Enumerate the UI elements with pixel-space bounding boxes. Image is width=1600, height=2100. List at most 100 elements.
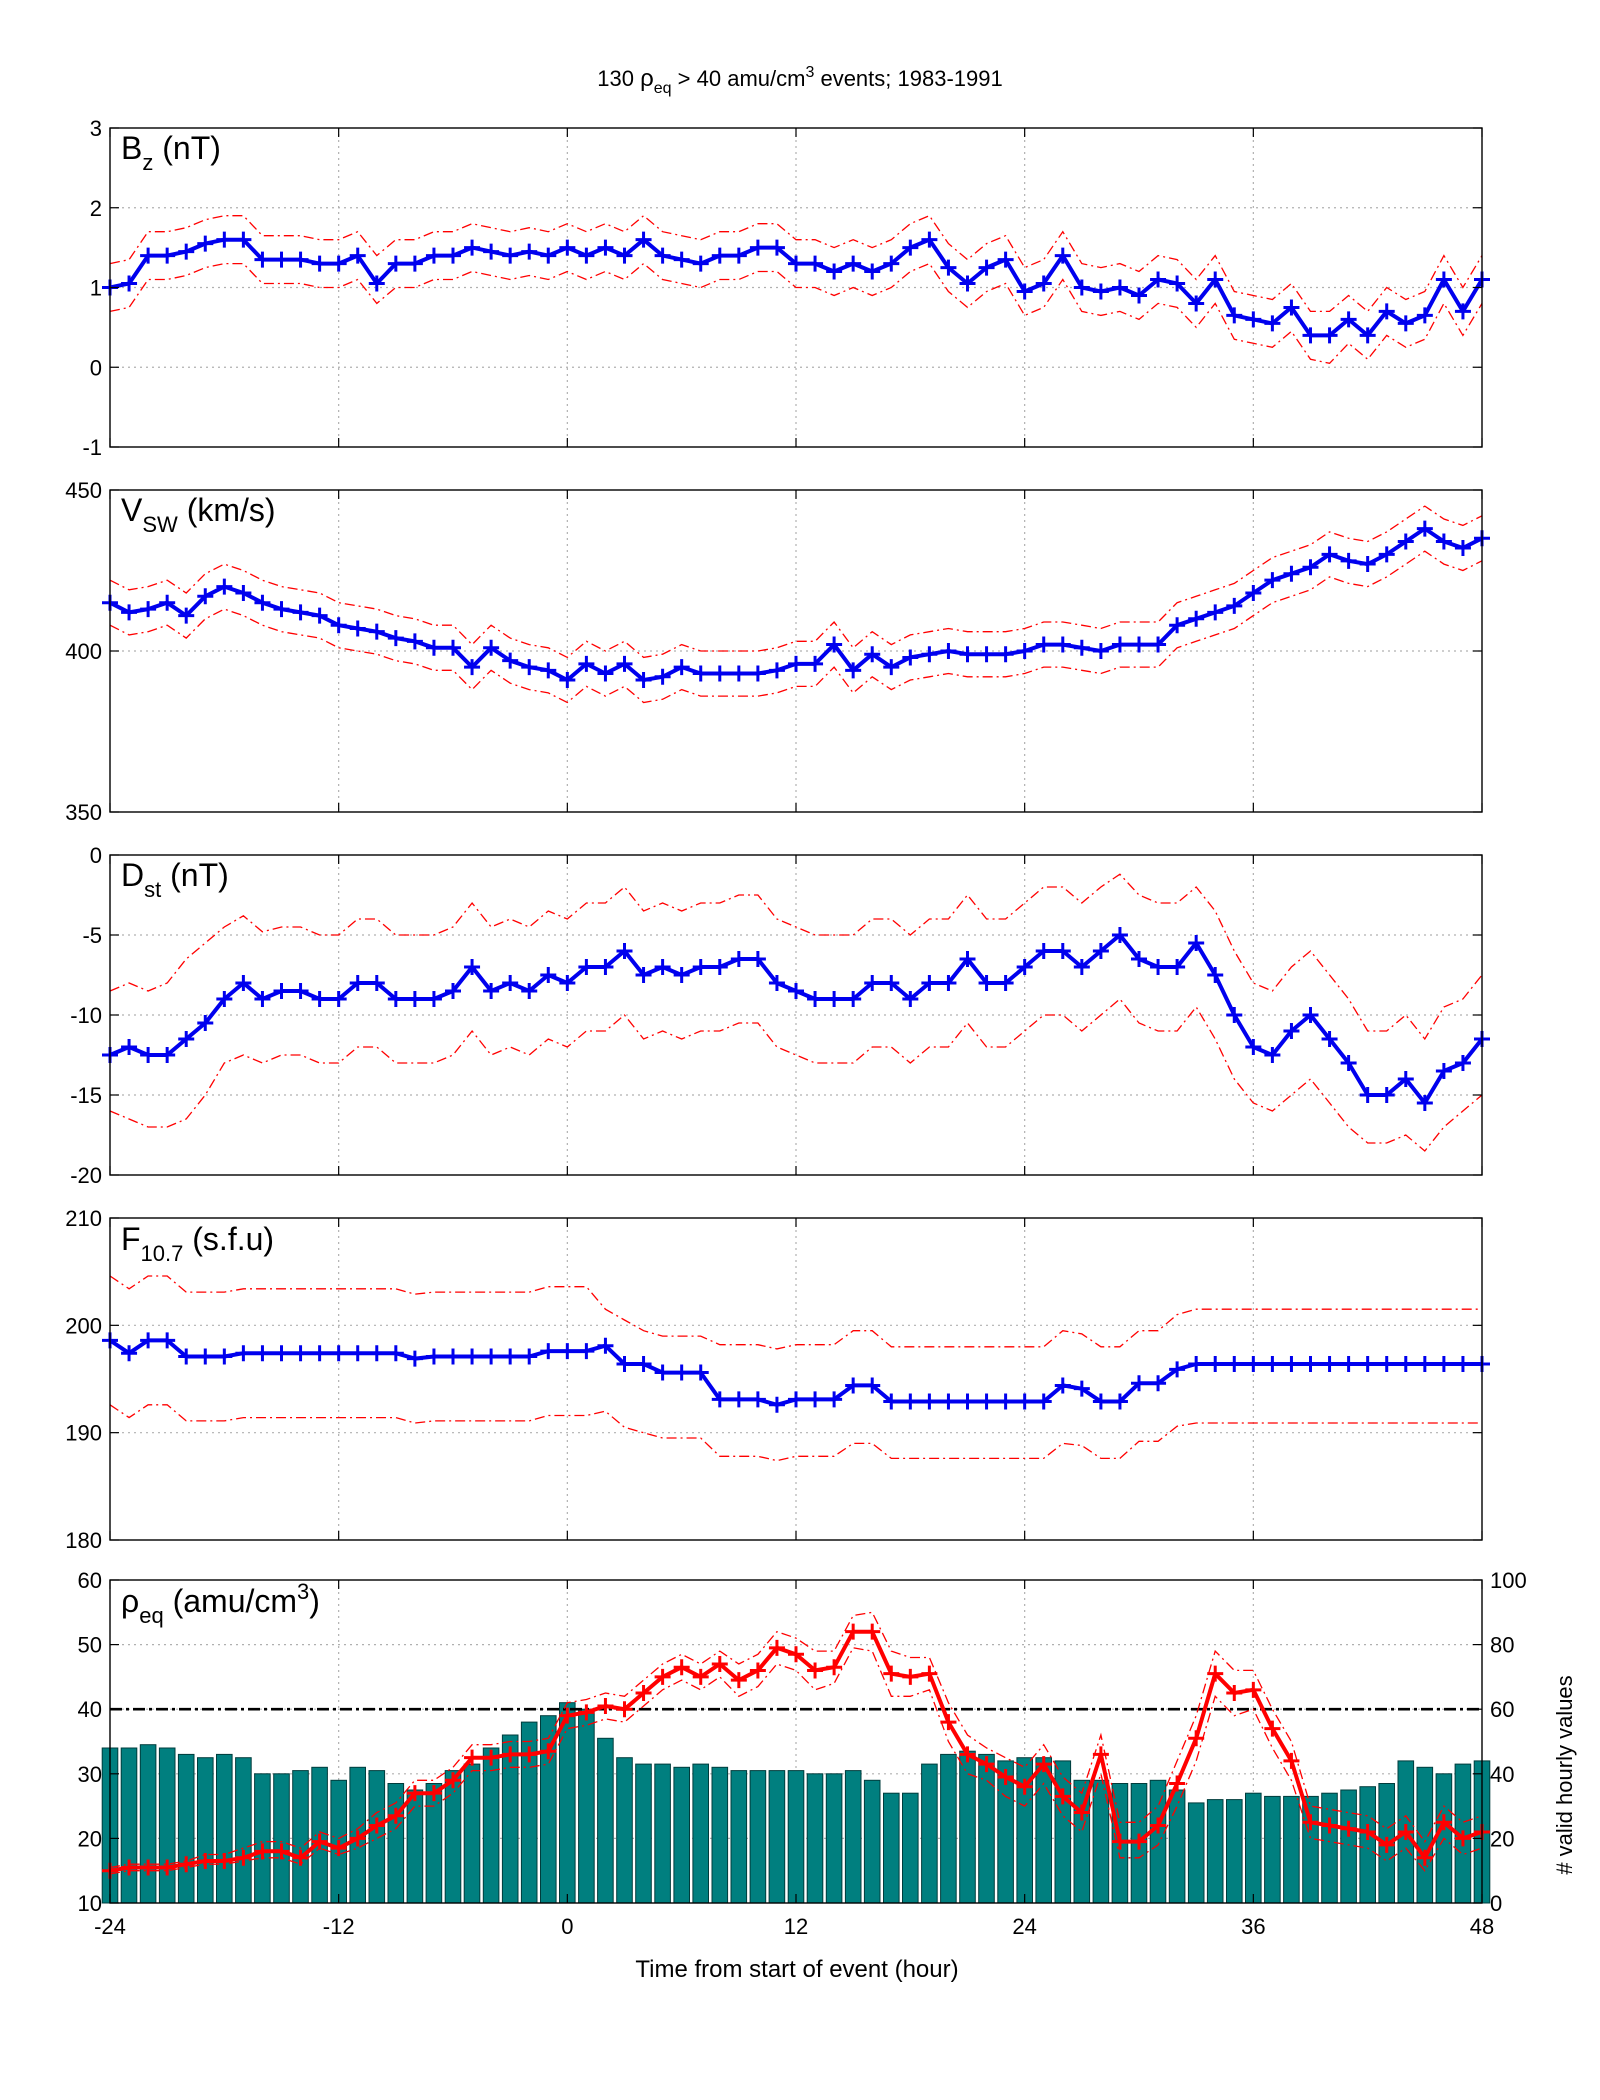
- data-point: [921, 646, 938, 663]
- data-point: [902, 239, 919, 256]
- data-point: [1111, 1393, 1128, 1410]
- data-point: [1188, 1355, 1205, 1372]
- y-tick-label: 200: [65, 1313, 102, 1338]
- data-point: [1302, 559, 1319, 576]
- panel-rho-label-rest: (amu/cm: [164, 1583, 297, 1619]
- data-point: [730, 951, 747, 967]
- lower-bound-line: [109, 998, 1483, 1152]
- data-point: [1150, 271, 1167, 288]
- data-point: [178, 1348, 195, 1365]
- data-point: [768, 662, 785, 679]
- data-point: [140, 601, 157, 618]
- data-point: [1073, 279, 1090, 296]
- data-point: [292, 251, 309, 268]
- data-point: [559, 671, 576, 688]
- data-point: [406, 991, 423, 1007]
- data-point: [483, 639, 500, 656]
- panel-f107-label: F10.7 (s.f.u): [121, 1221, 274, 1266]
- data-point: [1169, 617, 1186, 634]
- y2-axis-label: # valid hourly values: [1552, 1675, 1577, 1874]
- panel-f107-label-main: F: [121, 1221, 141, 1257]
- data-point: [425, 1348, 442, 1365]
- data-point: [559, 1343, 576, 1360]
- y-tick-label: -15: [70, 1083, 102, 1108]
- data-point: [559, 239, 576, 256]
- data-point: [1016, 1393, 1033, 1410]
- count-bar: [292, 1770, 309, 1904]
- data-point: [292, 1345, 309, 1362]
- data-point: [1302, 1814, 1319, 1831]
- data-point: [711, 1655, 728, 1672]
- data-point: [1264, 1355, 1281, 1372]
- y-tick-label: 10: [78, 1891, 102, 1916]
- panel-vsw-label-rest: (km/s): [178, 492, 276, 528]
- data-point: [597, 959, 614, 975]
- x-tick-label: -24: [94, 1914, 126, 1939]
- data-point: [521, 983, 538, 999]
- y-tick-label: -20: [70, 1163, 102, 1188]
- y-tick-label: -5: [82, 923, 102, 948]
- y2-tick-label: 20: [1490, 1826, 1514, 1851]
- panel-dst-label-sub: st: [144, 877, 161, 902]
- data-point: [1111, 927, 1128, 943]
- data-point: [864, 1377, 881, 1394]
- data-point: [711, 1391, 728, 1408]
- data-point: [445, 639, 461, 656]
- data-point: [730, 1391, 747, 1408]
- data-point: [997, 646, 1014, 663]
- data-point: [654, 1668, 671, 1685]
- data-point: [1035, 275, 1052, 292]
- count-bar: [578, 1708, 595, 1904]
- data-point: [1054, 247, 1071, 264]
- lower-bound-line: [109, 1404, 1482, 1462]
- data-point: [1454, 303, 1471, 320]
- data-point: [235, 585, 252, 602]
- lower-bound-line: [109, 262, 1483, 365]
- data-point: [692, 1364, 709, 1381]
- data-point: [1073, 1380, 1090, 1397]
- data-point: [940, 1393, 957, 1410]
- data-point: [502, 247, 519, 264]
- data-point: [483, 983, 500, 999]
- data-point: [768, 1396, 785, 1413]
- data-point: [1321, 1355, 1338, 1372]
- data-point: [178, 1031, 195, 1047]
- data-point: [673, 659, 690, 676]
- data-point: [1092, 643, 1109, 659]
- data-point: [597, 665, 614, 682]
- data-point: [140, 1047, 157, 1063]
- data-point: [1131, 636, 1147, 653]
- data-point: [387, 630, 404, 647]
- data-point: [1169, 1775, 1186, 1792]
- figure-title-post: events; 1983-1991: [814, 66, 1002, 91]
- data-point: [1264, 572, 1281, 589]
- y2-tick-label: 80: [1490, 1633, 1514, 1658]
- count-bar: [1168, 1789, 1186, 1904]
- data-point: [845, 255, 862, 272]
- data-point: [521, 1746, 538, 1763]
- data-point: [959, 275, 976, 292]
- data-point: [540, 1743, 557, 1760]
- data-point: [1378, 1355, 1395, 1372]
- count-bar: [863, 1779, 881, 1904]
- data-point: [1054, 1788, 1071, 1805]
- count-bar: [1359, 1786, 1377, 1904]
- panel-vsw-label-sub: SW: [142, 512, 178, 537]
- data-point: [464, 1749, 481, 1766]
- data-point: [1111, 1833, 1128, 1850]
- data-point: [616, 1355, 633, 1372]
- data-point: [902, 1393, 919, 1410]
- data-point: [635, 231, 652, 248]
- data-point: [349, 1345, 366, 1362]
- data-point: [273, 1843, 290, 1860]
- data-point: [273, 251, 290, 268]
- data-point: [368, 1817, 385, 1834]
- data-point: [1073, 959, 1090, 975]
- data-point: [502, 975, 519, 991]
- count-bar: [673, 1766, 691, 1904]
- data-point: [788, 655, 804, 672]
- data-point: [1245, 1355, 1262, 1372]
- data-point: [1416, 1095, 1433, 1111]
- data-point: [330, 617, 347, 634]
